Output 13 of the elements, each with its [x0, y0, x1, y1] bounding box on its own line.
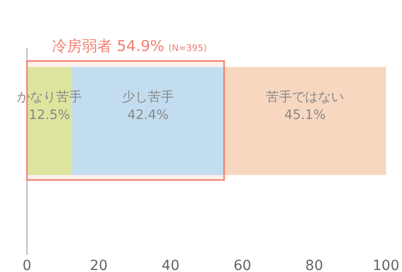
series-label: 少し苦手: [122, 90, 174, 105]
x-tick-label: 0: [22, 258, 32, 272]
data-label: 42.4%: [127, 108, 169, 123]
x-tick-label: 80: [305, 258, 324, 272]
series-label: 苦手ではない: [266, 90, 344, 105]
data-label: 12.5%: [28, 108, 70, 123]
x-tick-label: 60: [233, 258, 252, 272]
data-label: 45.1%: [284, 108, 326, 123]
x-tick-label: 100: [372, 258, 400, 272]
annotation: (N=395): [168, 44, 207, 54]
x-tick-label: 40: [162, 258, 180, 272]
x-tick-label: 20: [90, 258, 108, 272]
band-label: 冷房弱者 54.9%: [52, 37, 164, 55]
